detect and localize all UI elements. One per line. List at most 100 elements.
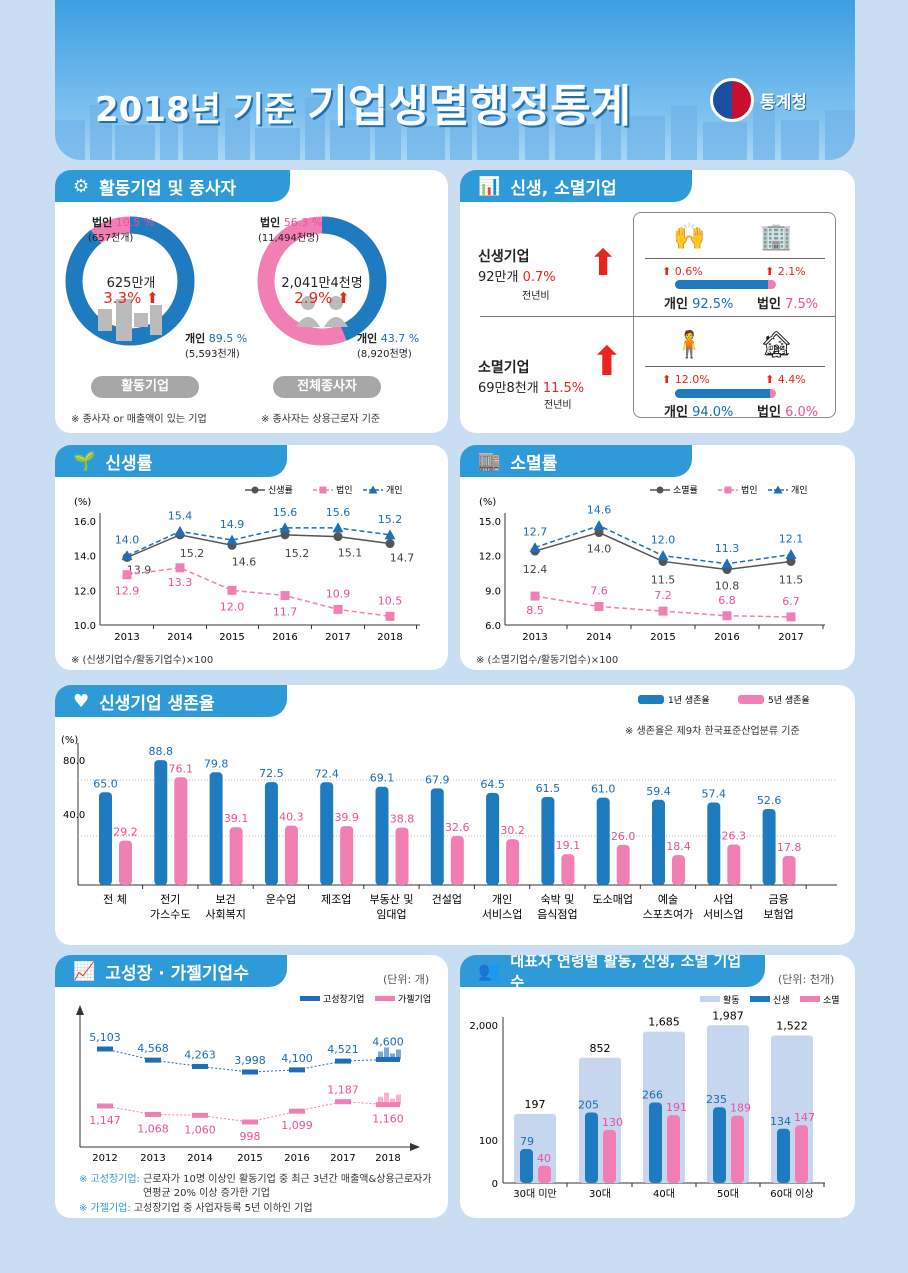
data-label: 72.5	[259, 767, 284, 780]
data-label: 30.2	[500, 824, 524, 837]
change-value: 2.9%	[294, 289, 333, 307]
data-label: 15.2	[285, 547, 310, 560]
data-point	[656, 486, 664, 494]
building-icon	[378, 1096, 383, 1105]
data-point	[279, 522, 291, 533]
label: 법인	[92, 216, 113, 229]
total-value: 2,041만4천명	[281, 276, 363, 291]
data-label: 39.9	[334, 811, 359, 824]
data-label: 11.3	[715, 542, 740, 555]
y-tick-label: 9.0	[485, 586, 501, 597]
breakdown-box	[633, 212, 836, 418]
bar	[538, 1165, 551, 1183]
section-title: 📊 신생, 소멸기업	[460, 170, 692, 202]
y-tick-label: 16.0	[74, 517, 96, 528]
legend-label: 활동	[723, 994, 740, 1006]
value: 92.5%	[692, 297, 734, 312]
data-point	[333, 604, 343, 614]
data-label: 998	[240, 1130, 261, 1143]
x-tick-label: 예술	[658, 893, 678, 906]
bar	[731, 1115, 744, 1183]
data-label: 7.6	[590, 585, 608, 598]
x-tick-label: 40대	[653, 1188, 675, 1200]
x-tick-label: 2016	[284, 1153, 309, 1164]
data-label: 67.9	[425, 773, 450, 786]
data-label: 14.0	[587, 543, 612, 556]
value: 92만개	[478, 270, 519, 285]
data-label: 65.0	[93, 777, 118, 790]
data-point	[280, 591, 290, 601]
data-label: 39.1	[224, 812, 249, 825]
data-label: 4,600	[372, 1035, 404, 1048]
happy-man-icon: 🙌	[673, 222, 706, 252]
up-arrow-icon: ⬆	[662, 373, 672, 386]
x-tick-label: 건설업	[432, 893, 462, 906]
data-point	[145, 1057, 161, 1063]
data-point	[251, 486, 259, 494]
up-arrow-icon: ⬆	[588, 243, 619, 284]
person-icon	[324, 317, 348, 327]
data-point	[97, 1046, 113, 1052]
x-tick-label: 부동산 및	[370, 893, 414, 906]
bar	[284, 825, 298, 885]
building-icon	[116, 299, 132, 341]
data-label: 147	[794, 1111, 815, 1124]
data-point	[97, 1103, 113, 1109]
divider	[645, 366, 825, 367]
x-tick-label: 2016	[272, 632, 297, 643]
y-axis-arrow	[76, 1005, 84, 1015]
data-label: 17.8	[777, 841, 802, 854]
divider	[645, 258, 825, 259]
x-tick-label: 2013	[114, 632, 139, 643]
data-label: 1,187	[327, 1084, 359, 1097]
legend-label: 고성장기업	[323, 994, 364, 1005]
person-icon	[301, 296, 315, 310]
data-point	[192, 1063, 208, 1069]
data-label: 14.9	[220, 518, 245, 531]
data-label: 12.7	[523, 526, 548, 539]
x-tick-label: 2015	[237, 1153, 262, 1164]
footnote: 근로자가 10명 이상인 활동기업 중 최근 3년간 매출액&상용근로자가	[143, 1174, 432, 1185]
legend-swatch	[638, 695, 664, 704]
share-bar	[675, 280, 776, 289]
change-value: 3.3%	[103, 289, 142, 307]
data-point	[122, 570, 132, 580]
label: 법인	[757, 405, 781, 420]
data-label: 1,987	[712, 1009, 744, 1022]
legend-label: 개인	[791, 485, 808, 496]
data-label: 79.8	[204, 757, 229, 770]
data-label: 1,068	[137, 1122, 169, 1135]
y-tick-label: 12.0	[74, 586, 96, 597]
bar	[486, 792, 500, 885]
x-tick-label: 2018	[377, 632, 402, 643]
label: 개인	[664, 405, 688, 420]
x-tick-label: 가스수도	[150, 908, 190, 921]
data-label: 14.0	[115, 534, 140, 547]
data-label: 4,521	[327, 1043, 359, 1056]
label: 개인	[185, 332, 206, 345]
skyline-illustration	[55, 96, 855, 160]
active-firms-panel: ⚙ 활동기업 및 종사자 법인 10.5 % (657천개) 개인 89.5 % …	[55, 170, 448, 433]
footnote: 연평균 20% 이상 증가한 기업	[143, 1188, 270, 1199]
data-label: 40	[537, 1152, 551, 1165]
data-label: 64.5	[480, 778, 505, 791]
data-label: 3,998	[234, 1054, 266, 1067]
footnote: ※ 종사자는 상용근로자 기준	[261, 414, 381, 425]
data-point	[385, 611, 395, 621]
data-point	[530, 591, 540, 601]
cracked-building-icon: 🏬	[478, 450, 501, 472]
x-tick-label: 사회복지	[205, 908, 245, 921]
bar	[430, 788, 444, 885]
growing-building-icon: 🏢	[760, 222, 793, 252]
building-icon	[98, 309, 112, 331]
data-point	[192, 1112, 208, 1118]
data-label: 15.6	[326, 506, 351, 519]
legend-swatch	[800, 996, 820, 1002]
data-label: 15.4	[168, 509, 193, 522]
data-point	[721, 558, 733, 569]
data-label: 4,100	[281, 1052, 313, 1065]
data-point	[786, 612, 796, 622]
y-axis-label: (%)	[74, 497, 91, 508]
person-icon	[296, 317, 320, 327]
data-label: 12.1	[779, 533, 804, 546]
